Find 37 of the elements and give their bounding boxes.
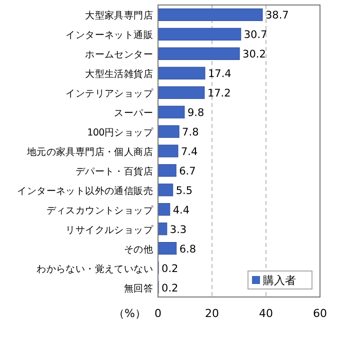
y-tick-label: 100円ショップ xyxy=(87,126,154,139)
data-label: 17.2 xyxy=(207,88,231,100)
data-label: 30.2 xyxy=(242,48,266,61)
y-tick-label: わからない・覚えていない xyxy=(36,262,154,275)
y-tick-label: ホームセンター xyxy=(85,50,154,61)
data-label: 17.4 xyxy=(208,68,232,80)
data-label: 30.7 xyxy=(244,29,268,42)
data-label: 6.8 xyxy=(179,243,196,256)
x-tick-label: 0 xyxy=(154,307,162,320)
y-tick-label: デパート・百貨店 xyxy=(75,165,154,178)
x-tick-label: 20 xyxy=(205,307,219,320)
data-label: 0.2 xyxy=(162,282,178,294)
data-label: 3.3 xyxy=(170,224,187,236)
y-tick-label: リサイクルショップ xyxy=(66,224,154,236)
y-tick-label: 大型生活雑貨店 xyxy=(85,68,154,80)
legend: 購入者 xyxy=(248,270,312,290)
legend-label: 購入者 xyxy=(263,274,296,287)
data-label: 9.8 xyxy=(187,107,204,120)
y-tick-label: インターネット以外の通信販売 xyxy=(17,184,154,197)
data-label: 7.8 xyxy=(182,126,199,139)
x-tick-label: 60 xyxy=(313,307,327,320)
data-label: 0.2 xyxy=(162,262,178,275)
y-tick-label: 無回答 xyxy=(124,282,154,294)
data-label: 6.7 xyxy=(179,165,196,178)
data-label: 7.4 xyxy=(180,146,198,158)
x-tick-label: 40 xyxy=(259,307,273,320)
data-label: 38.7 xyxy=(265,10,289,22)
data-label: 5.5 xyxy=(176,184,193,197)
y-tick-label: スーパー xyxy=(114,108,154,120)
y-tick-label: ディスカウントショップ xyxy=(46,204,154,216)
data-label: 4.4 xyxy=(172,204,190,216)
y-tick-label: 地元の家具専門店・個人商店 xyxy=(26,146,154,158)
y-tick-label: インターネット通販 xyxy=(66,29,154,42)
y-tick-label: インテリアショップ xyxy=(66,88,154,100)
y-tick-label: 大型家具専門店 xyxy=(85,10,154,22)
y-tick-label: その他 xyxy=(124,243,154,256)
x-axis-title: （%） xyxy=(114,307,146,320)
